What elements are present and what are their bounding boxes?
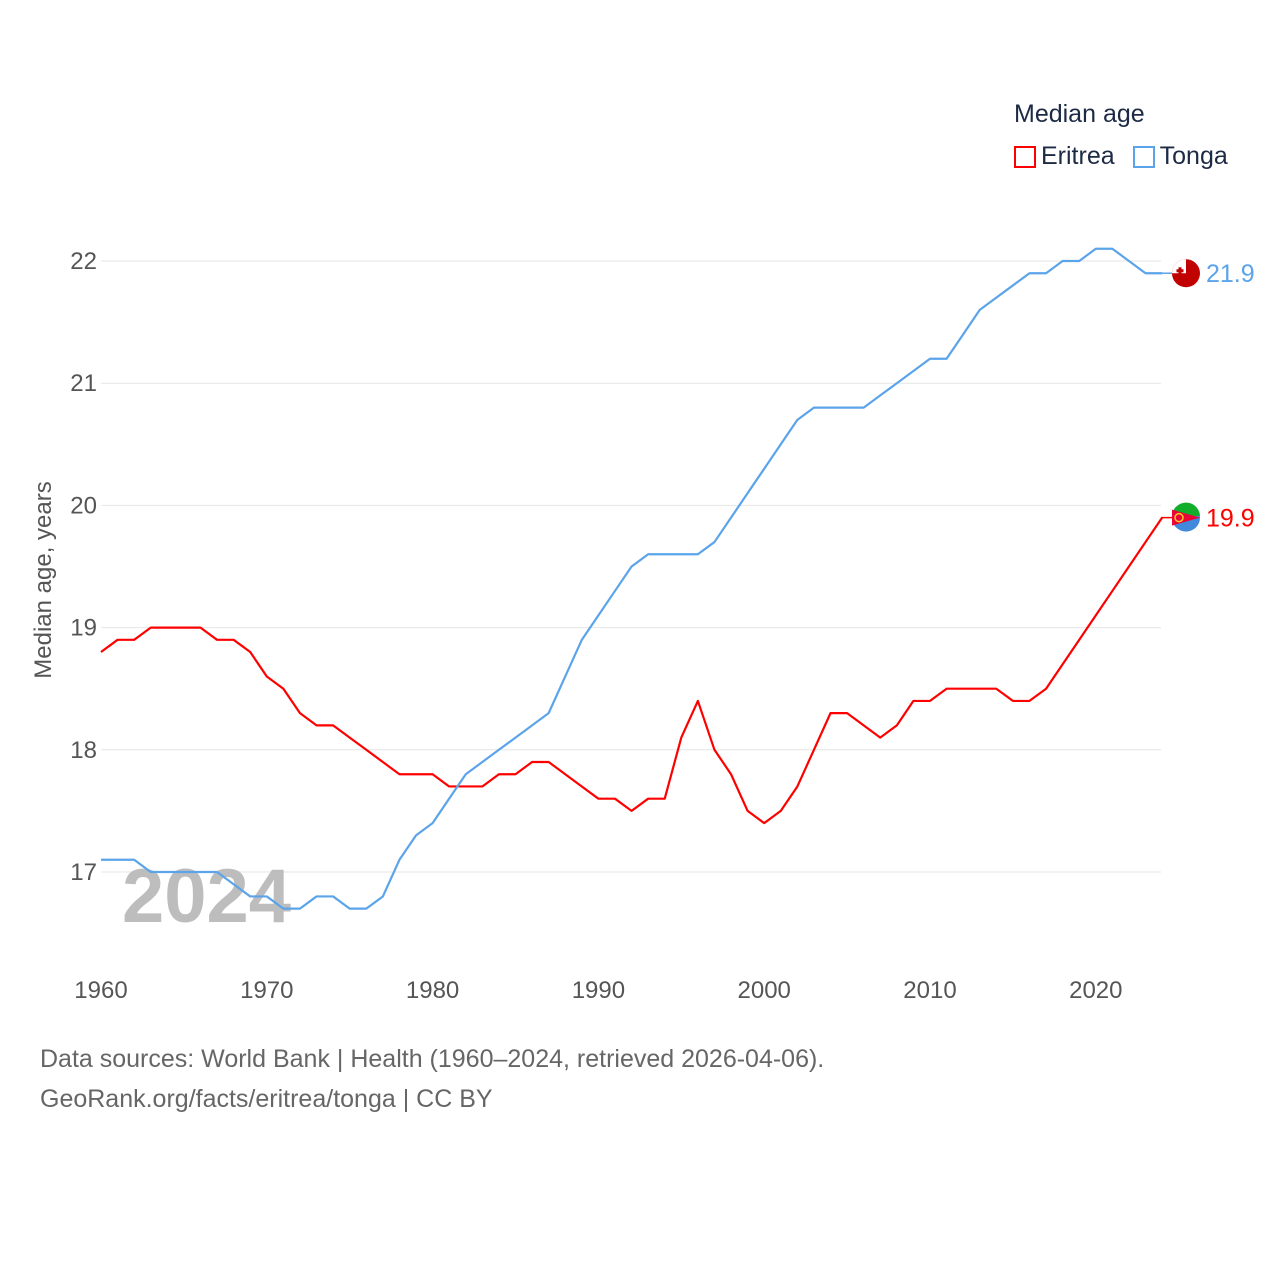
legend-title: Median age [1014, 100, 1145, 128]
y-tick-label: 18 [70, 737, 97, 764]
y-tick-label: 19 [70, 615, 97, 642]
series-line-eritrea [100, 517, 1164, 825]
series-eritrea: 19.9 [100, 502, 1255, 825]
end-value-label: 21.9 [1206, 260, 1255, 288]
legend-label-eritrea: Eritrea [1041, 142, 1115, 170]
legend-item-eritrea[interactable]: Eritrea [1014, 142, 1115, 171]
legend-swatch-tonga [1132, 145, 1155, 168]
flag-tonga-icon [1172, 259, 1200, 288]
flag-eritrea-icon [1171, 502, 1200, 532]
flag-part [1176, 267, 1184, 275]
series-tonga: 21.9 [100, 247, 1255, 910]
x-tick-label: 2000 [738, 977, 791, 1004]
flag-part [1174, 512, 1184, 523]
x-tick-label: 1970 [240, 977, 293, 1004]
x-tick-label: 1980 [406, 977, 459, 1004]
x-tick-label: 2010 [903, 977, 956, 1004]
legend-label-tonga: Tonga [1159, 142, 1228, 170]
y-tick-label: 17 [70, 859, 97, 886]
legend: Eritrea Tonga [1014, 142, 1228, 171]
x-tick-label: 1990 [572, 977, 625, 1004]
footer-link[interactable]: GeoRank.org/facts/eritrea/tonga | CC BY [40, 1085, 493, 1113]
y-tick-label: 22 [70, 248, 97, 275]
end-value-label: 19.9 [1206, 505, 1255, 533]
y-tick-label: 21 [70, 370, 97, 397]
legend-swatch-eritrea [1014, 145, 1036, 168]
y-tick-label: 20 [70, 492, 97, 519]
legend-item-tonga[interactable]: Tonga [1132, 142, 1228, 171]
y-axis-label: Median age, years [30, 481, 57, 678]
footer-sources: Data sources: World Bank | Health (1960–… [40, 1045, 825, 1073]
x-tick-label: 1960 [74, 977, 127, 1004]
x-tick-label: 2020 [1069, 977, 1122, 1004]
